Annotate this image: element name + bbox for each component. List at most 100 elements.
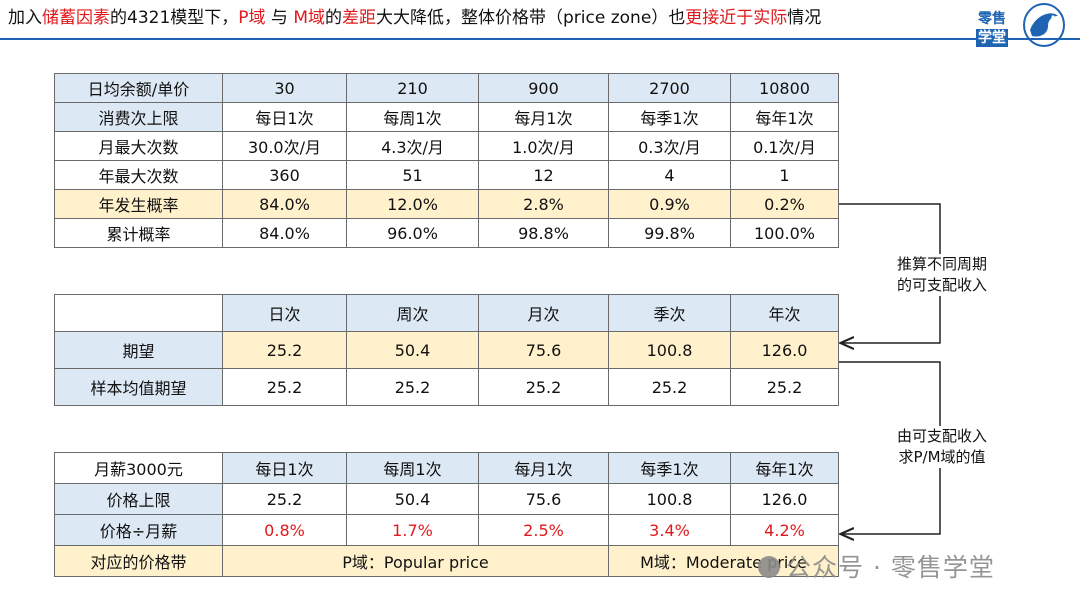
frequency-table: 日均余额/单价 30 210 900 2700 10800 消费次上限 每日1次…	[54, 73, 839, 248]
expectation-table: 日次 周次 月次 季次 年次 期望 25.2 50.4 75.6 100.8 1…	[54, 294, 839, 406]
table-cell: 0.1次/月	[730, 131, 839, 161]
table-cell: 2.5%	[478, 514, 609, 546]
row-label: 价格÷月薪	[54, 514, 223, 546]
table-cell: 100.8	[608, 331, 731, 369]
table-cell: 0.8%	[222, 514, 347, 546]
table-cell: 4.2%	[730, 514, 839, 546]
table-header-cell: 每周1次	[346, 452, 479, 484]
table-header-cell: 每月1次	[478, 452, 609, 484]
table-header-cell: 月次	[478, 294, 609, 332]
table-row: 月最大次数 30.0次/月 4.3次/月 1.0次/月 0.3次/月 0.1次/…	[54, 131, 839, 161]
table-cell: 0.3次/月	[608, 131, 731, 161]
table-cell: 25.2	[346, 368, 479, 406]
row-label: 样本均值期望	[54, 368, 223, 406]
table-row: 消费次上限 每日1次 每周1次 每月1次 每季1次 每年1次	[54, 102, 839, 132]
note-zone-derivation: 由可支配收入 求P/M域的值	[880, 426, 1004, 468]
table-cell: 75.6	[478, 483, 609, 515]
table-cell: 0.2%	[730, 189, 839, 219]
table-cell: 25.2	[730, 368, 839, 406]
page-title: 加入储蓄因素的4321模型下，P域 与 M域的差距大大降低，整体价格带（pric…	[8, 6, 968, 30]
table-cell: 25.2	[222, 331, 347, 369]
table-row: 对应的价格带 P域：Popular price M域：Moderate pric…	[54, 545, 839, 577]
table-cell: 3.4%	[608, 514, 731, 546]
title-text: 的4321模型下，	[110, 8, 239, 28]
title-highlight: P域	[238, 8, 266, 28]
table-row: 期望 25.2 50.4 75.6 100.8 126.0	[54, 331, 839, 369]
table-cell: 51	[346, 160, 479, 190]
table-header-cell	[54, 294, 223, 332]
table-row: 价格÷月薪 0.8% 1.7% 2.5% 3.4% 4.2%	[54, 514, 839, 546]
table-cell: 1.7%	[346, 514, 479, 546]
bird-logo-icon	[1023, 3, 1065, 47]
table-cell: 4.3次/月	[346, 131, 479, 161]
table-header-cell: 年次	[730, 294, 839, 332]
table-cell: 1	[730, 160, 839, 190]
watermark: 公众号 · 零售学堂	[758, 548, 995, 584]
table-cell: 50.4	[346, 331, 479, 369]
title-text: 情况	[787, 8, 822, 28]
row-label: 年最大次数	[54, 160, 223, 190]
row-label: 期望	[54, 331, 223, 369]
title-text: 的	[325, 8, 343, 28]
table-header-cell: 季次	[608, 294, 731, 332]
table-cell: 96.0%	[346, 218, 479, 248]
price-zone-table: 月薪3000元 每日1次 每周1次 每月1次 每季1次 每年1次 价格上限 25…	[54, 452, 839, 577]
table-cell: 0.9%	[608, 189, 731, 219]
table-cell: 每月1次	[478, 102, 609, 132]
table-cell: 25.2	[608, 368, 731, 406]
table-cell: 360	[222, 160, 347, 190]
table-cell: 30.0次/月	[222, 131, 347, 161]
table-header-cell: 周次	[346, 294, 479, 332]
table-cell: 2.8%	[478, 189, 609, 219]
title-text: 加入	[8, 8, 42, 28]
note-line: 推算不同周期	[896, 255, 987, 273]
table-cell: 84.0%	[222, 218, 347, 248]
title-highlight: M域	[293, 8, 326, 28]
note-line: 由可支配收入	[896, 427, 987, 445]
table-header-cell: 每日1次	[222, 452, 347, 484]
brand-logo: 零售 学堂	[974, 2, 1078, 50]
table-row: 年发生概率 84.0% 12.0% 2.8% 0.9% 0.2%	[54, 189, 839, 219]
table-header-cell: 210	[346, 73, 479, 103]
table-header-cell: 日次	[222, 294, 347, 332]
table-cell: 100.0%	[730, 218, 839, 248]
row-label: 年发生概率	[54, 189, 223, 219]
watermark-text: 公众号 · 零售学堂	[786, 553, 995, 582]
table-row: 累计概率 84.0% 96.0% 98.8% 99.8% 100.0%	[54, 218, 839, 248]
title-highlight: 更接近于实际	[685, 8, 788, 28]
table-row: 月薪3000元 每日1次 每周1次 每月1次 每季1次 每年1次	[54, 452, 839, 484]
table-cell: 25.2	[222, 368, 347, 406]
table-row: 价格上限 25.2 50.4 75.6 100.8 126.0	[54, 483, 839, 515]
table-header-cell: 每年1次	[730, 452, 839, 484]
table-cell: 25.2	[222, 483, 347, 515]
row-label: 消费次上限	[54, 102, 223, 132]
table-cell: 99.8%	[608, 218, 731, 248]
table-cell: 25.2	[478, 368, 609, 406]
row-label: 价格上限	[54, 483, 223, 515]
logo-text-top: 零售	[978, 11, 1006, 27]
row-label: 对应的价格带	[54, 545, 223, 577]
table-cell: 126.0	[730, 331, 839, 369]
row-label: 月最大次数	[54, 131, 223, 161]
table-row: 年最大次数 360 51 12 4 1	[54, 160, 839, 190]
table-cell: 100.8	[608, 483, 731, 515]
wechat-icon	[758, 556, 780, 578]
table-cell: 98.8%	[478, 218, 609, 248]
table-cell: 12.0%	[346, 189, 479, 219]
table-cell: 每周1次	[346, 102, 479, 132]
row-label: 累计概率	[54, 218, 223, 248]
table-header-cell: 每季1次	[608, 452, 731, 484]
table-cell: 4	[608, 160, 731, 190]
table-cell: 126.0	[730, 483, 839, 515]
table-header-cell: 月薪3000元	[54, 452, 223, 484]
note-line: 的可支配收入	[896, 276, 987, 294]
table-cell: 84.0%	[222, 189, 347, 219]
table-row: 日次 周次 月次 季次 年次	[54, 294, 839, 332]
table-row: 日均余额/单价 30 210 900 2700 10800	[54, 73, 839, 103]
table-row: 样本均值期望 25.2 25.2 25.2 25.2 25.2	[54, 368, 839, 406]
logo-text-bottom: 学堂	[976, 29, 1008, 47]
table-cell: 12	[478, 160, 609, 190]
table-cell: 50.4	[346, 483, 479, 515]
table-cell: 每年1次	[730, 102, 839, 132]
title-text: 大大降低，整体价格带（price zone）也	[376, 8, 686, 28]
